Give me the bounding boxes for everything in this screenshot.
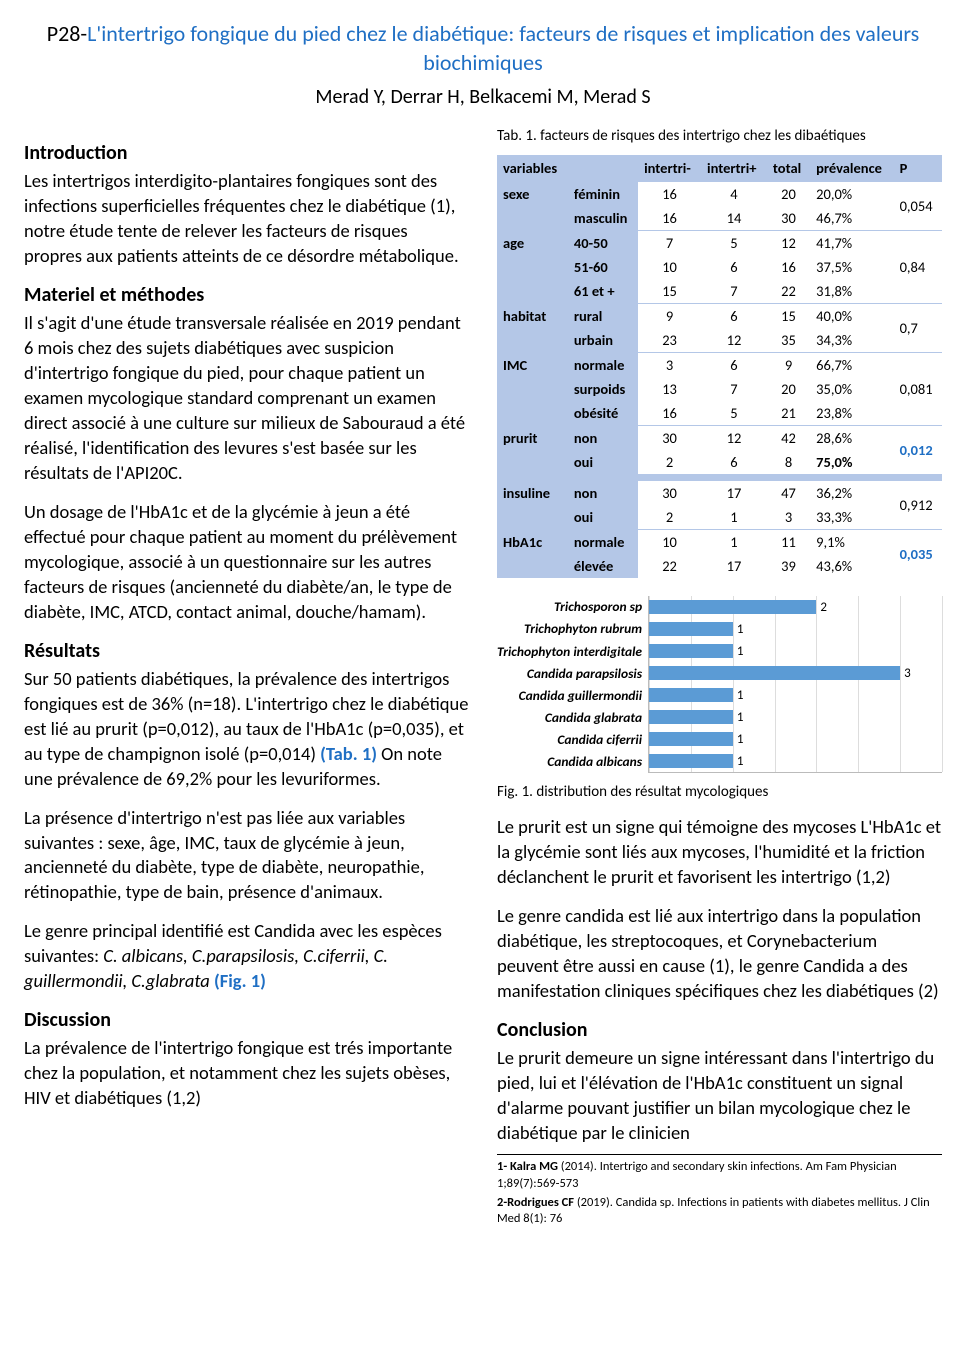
methods-p1: Il s'agit d'une étude transversale réali… bbox=[24, 311, 469, 486]
heading-methods: Materiel et méthodes bbox=[24, 283, 469, 307]
table-header: variables bbox=[497, 155, 568, 182]
table-header: P bbox=[894, 155, 942, 182]
table-row: habitatrural961540,0%0,7 bbox=[497, 304, 942, 329]
title-prefix: P28- bbox=[47, 20, 87, 47]
chart-bar bbox=[649, 622, 733, 636]
chart-label: Candida glabrata bbox=[497, 707, 642, 729]
chart-bar bbox=[649, 688, 733, 702]
chart-label: Candida ciferrii bbox=[497, 729, 642, 751]
chart-bar-row: 1 bbox=[649, 750, 942, 772]
references: 1- Kalra MG (2014). Intertrigo and secon… bbox=[497, 1154, 942, 1229]
chart-bar-row: 1 bbox=[649, 618, 942, 640]
chart-bar bbox=[649, 732, 733, 746]
chart-bar-value: 1 bbox=[737, 622, 744, 637]
chart-bar bbox=[649, 754, 733, 768]
figure-caption: Fig. 1. distribution des résultat mycolo… bbox=[497, 783, 942, 801]
table-header bbox=[568, 155, 638, 182]
chart-label: Candida guillermondii bbox=[497, 685, 642, 707]
chart-bar-value: 2 bbox=[820, 600, 827, 615]
discussion-p2: Le prurit est un signe qui témoigne des … bbox=[497, 815, 942, 890]
chart-bar bbox=[649, 710, 733, 724]
chart-bar-row: 2 bbox=[649, 596, 942, 618]
table-header: total bbox=[767, 155, 810, 182]
table-row: insulinenon30174736,2%0,912 bbox=[497, 481, 942, 506]
chart-bar-value: 1 bbox=[737, 688, 744, 703]
intro-text: Les intertrigos interdigito-plantaires f… bbox=[24, 169, 469, 269]
chart-label: Trichophyton interdigitale bbox=[497, 641, 642, 663]
chart-bar-value: 1 bbox=[737, 754, 744, 769]
authors: Merad Y, Derrar H, Belkacemi M, Merad S bbox=[24, 85, 942, 109]
chart-bar-row: 3 bbox=[649, 662, 942, 684]
chart-bar-value: 1 bbox=[737, 732, 744, 747]
chart-label: Candida albicans bbox=[497, 751, 642, 773]
heading-introduction: Introduction bbox=[24, 141, 469, 165]
conclusion-text: Le prurit demeure un signe intéressant d… bbox=[497, 1046, 942, 1146]
chart-bar-row: 1 bbox=[649, 706, 942, 728]
chart-bar-row: 1 bbox=[649, 684, 942, 706]
table-row: sexeféminin1642020,0%0,054 bbox=[497, 182, 942, 207]
heading-discussion: Discussion bbox=[24, 1008, 469, 1032]
discussion-p1: La prévalence de l'intertrigo fongique e… bbox=[24, 1036, 469, 1111]
table-row: HbA1cnormale101119,1%0,035 bbox=[497, 530, 942, 555]
discussion-p3: Le genre candida est lié aux intertrigo … bbox=[497, 904, 942, 1004]
results-p2: La présence d'intertrigo n'est pas liée … bbox=[24, 806, 469, 906]
chart-bar bbox=[649, 644, 733, 658]
chart-label: Trichosporon sp bbox=[497, 596, 642, 618]
chart-bar bbox=[649, 600, 816, 614]
chart-label: Candida parapsilosis bbox=[497, 663, 642, 685]
chart-bar bbox=[649, 666, 900, 680]
heading-conclusion: Conclusion bbox=[497, 1018, 942, 1042]
poster-title: P28-L'intertrigo fongique du pied chez l… bbox=[24, 20, 942, 77]
mycology-chart: Trichosporon spTrichophyton rubrumTricho… bbox=[497, 596, 942, 773]
chart-bar-value: 1 bbox=[737, 644, 744, 659]
table-caption: Tab. 1. facteurs de risques des intertri… bbox=[497, 127, 942, 145]
table-header: prévalence bbox=[810, 155, 893, 182]
results-p3: Le genre principal identifié est Candida… bbox=[24, 919, 469, 994]
ref-fig1: (Fig. 1) bbox=[214, 969, 266, 992]
table-row: IMCnormale36966,7%0,081 bbox=[497, 353, 942, 378]
chart-bar-value: 3 bbox=[904, 666, 911, 681]
chart-bar-row: 1 bbox=[649, 640, 942, 662]
methods-p2: Un dosage de l'HbA1c et de la glycémie à… bbox=[24, 500, 469, 625]
table-header: intertri- bbox=[638, 155, 701, 182]
left-column: Introduction Les intertrigos interdigito… bbox=[24, 127, 469, 1230]
table-header: intertri+ bbox=[701, 155, 767, 182]
results-p1: Sur 50 patients diabétiques, la prévalen… bbox=[24, 667, 469, 792]
ref-tab1: (Tab. 1) bbox=[320, 742, 377, 765]
table-row: pruritnon30124228,6%0,012 bbox=[497, 426, 942, 451]
chart-bar-value: 1 bbox=[737, 710, 744, 725]
heading-results: Résultats bbox=[24, 639, 469, 663]
table-row: age40-50751241,7%0,84 bbox=[497, 231, 942, 256]
right-column: Tab. 1. facteurs de risques des intertri… bbox=[497, 127, 942, 1230]
risk-factors-table: variables intertri-intertri+totalprévalen… bbox=[497, 155, 942, 578]
ref-1: 1- Kalra MG (2014). Intertrigo and secon… bbox=[497, 1159, 942, 1193]
ref-2: 2-Rodrigues CF (2019). Candida sp. Infec… bbox=[497, 1195, 942, 1229]
chart-label: Trichophyton rubrum bbox=[497, 618, 642, 640]
title-main: L'intertrigo fongique du pied chez le di… bbox=[87, 20, 919, 76]
chart-bar-row: 1 bbox=[649, 728, 942, 750]
